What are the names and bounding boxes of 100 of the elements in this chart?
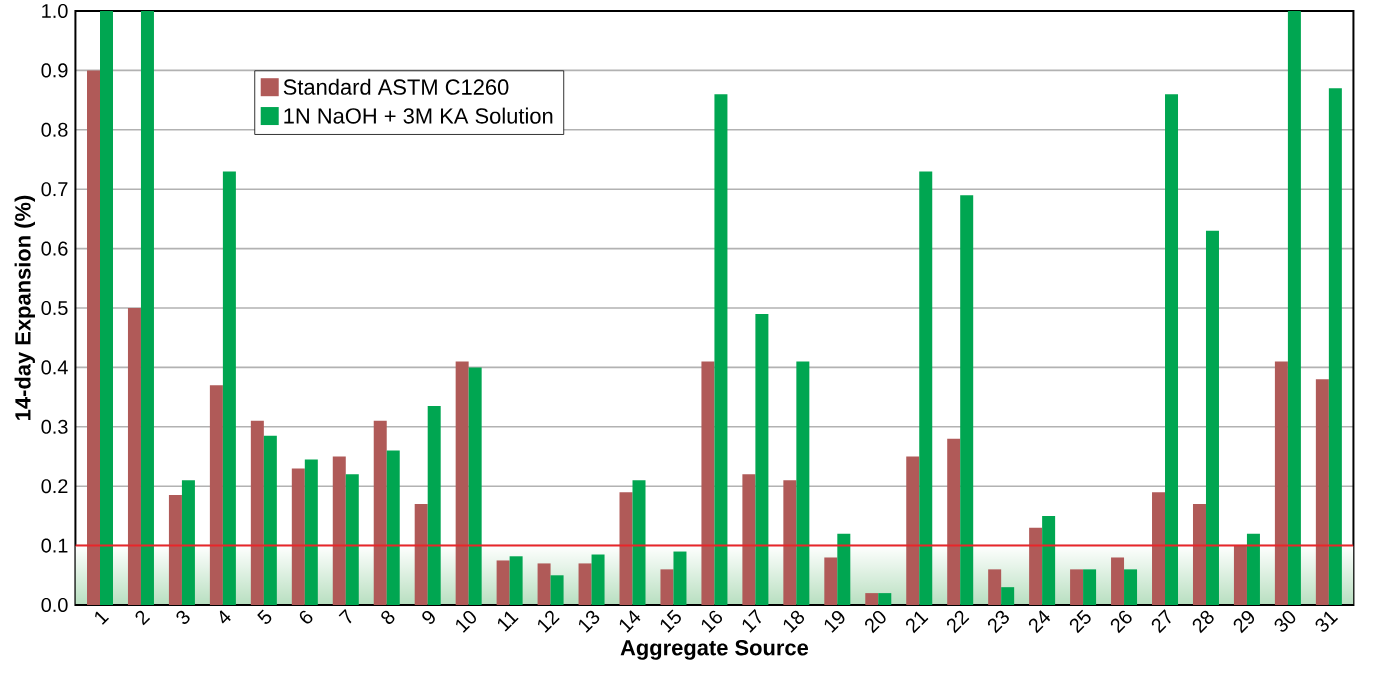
- x-tick-label: 28: [1192, 610, 1214, 634]
- bar: [1315, 379, 1329, 605]
- bar: [947, 438, 961, 605]
- x-tick-label: 4: [219, 610, 231, 624]
- y-tick-label: 0.0: [41, 597, 68, 613]
- x-tick-label: 9: [422, 611, 435, 624]
- x-tick-label: 6: [299, 610, 313, 624]
- x-tick-label: 14: [619, 610, 641, 633]
- y-tick-label: 0.9: [41, 63, 68, 78]
- bar: [1233, 545, 1247, 605]
- x-tick-label: 27: [1151, 609, 1171, 634]
- bar: [837, 533, 851, 605]
- bar: [468, 367, 482, 605]
- x-tick-label: 1: [95, 611, 110, 625]
- bar: [127, 308, 141, 605]
- bar: [537, 563, 551, 605]
- x-tick-label: 26: [1110, 610, 1132, 634]
- y-tick-label: 0.4: [41, 360, 68, 375]
- bar: [1124, 569, 1138, 605]
- bar: [1042, 515, 1056, 605]
- x-tick-label: 23: [987, 610, 1009, 634]
- x-tick-label: 24: [1028, 610, 1051, 634]
- bar: [673, 551, 687, 605]
- bar: [1029, 527, 1043, 605]
- bar: [878, 593, 892, 605]
- bar: [386, 450, 400, 605]
- bar: [332, 456, 346, 605]
- bar: [427, 406, 441, 605]
- bar: [1205, 230, 1219, 605]
- x-tick-label: 30: [1274, 610, 1296, 632]
- bar: [796, 361, 810, 605]
- x-tick-label: 29: [1233, 611, 1255, 634]
- x-tick-label: 16: [701, 610, 723, 633]
- bar: [304, 459, 318, 605]
- legend-label: Standard ASTM C1260: [283, 78, 509, 95]
- bar: [373, 420, 387, 605]
- bar: [619, 492, 633, 605]
- bar: [1070, 569, 1084, 605]
- y-tick-label: 0.1: [41, 538, 68, 553]
- x-axis-title: Aggregate Source: [620, 639, 809, 660]
- bar: [168, 495, 182, 605]
- bar: [209, 385, 223, 605]
- bar: [222, 171, 236, 605]
- y-tick-label: 0.2: [41, 479, 68, 494]
- bar: [742, 474, 756, 605]
- bar: [1001, 587, 1015, 605]
- x-tick-label: 10: [456, 610, 476, 633]
- bar: [755, 313, 769, 605]
- bar: [701, 361, 715, 605]
- bar: [1328, 88, 1342, 605]
- x-tick-label: 12: [537, 610, 560, 633]
- bar: [824, 557, 838, 605]
- x-tick-label: 31: [1315, 611, 1339, 632]
- bar: [1111, 557, 1125, 605]
- x-tick-label: 19: [824, 611, 845, 633]
- x-tick-label: 25: [1069, 609, 1091, 634]
- bar: [509, 556, 523, 605]
- bar: [783, 480, 797, 605]
- x-tick-label: 17: [742, 609, 762, 633]
- bar: [291, 468, 305, 605]
- x-tick-label: 20: [865, 610, 886, 634]
- bar: [632, 480, 646, 605]
- y-tick-label: 0.6: [41, 241, 68, 256]
- y-tick-label: 0.3: [41, 419, 68, 434]
- x-tick-label: 5: [257, 609, 272, 624]
- x-tick-label: 15: [660, 609, 681, 633]
- x-tick-label: 18: [783, 610, 805, 633]
- bar: [1165, 94, 1179, 605]
- y-tick-label: 0.8: [41, 122, 68, 137]
- y-tick-label: 1.0: [42, 3, 68, 19]
- bar: [591, 554, 605, 605]
- bar: [1287, 10, 1301, 605]
- bar: [1274, 361, 1288, 605]
- y-tick-label: 0.5: [41, 300, 68, 316]
- x-tick-label: 7: [338, 609, 352, 624]
- bar: [660, 569, 674, 605]
- bar: [140, 10, 154, 605]
- bar: [550, 575, 564, 605]
- bar: [906, 456, 920, 605]
- legend-label: 1N NaOH + 3M KA Solution: [284, 107, 553, 124]
- bar: [1246, 533, 1260, 605]
- x-tick-label: 21: [905, 611, 929, 634]
- bar: [250, 420, 264, 605]
- bar: [1083, 569, 1097, 605]
- bar: [714, 94, 728, 605]
- bar: [1152, 492, 1166, 605]
- bar: [87, 70, 100, 605]
- bar: [455, 361, 469, 605]
- bar: [181, 480, 195, 605]
- x-tick-label: 3: [176, 610, 190, 624]
- bar: [345, 474, 359, 605]
- bar: [865, 593, 879, 605]
- y-tick-label: 0.7: [41, 182, 68, 197]
- bar: [919, 171, 933, 605]
- x-tick-label: 8: [381, 610, 395, 624]
- bar: [960, 195, 974, 605]
- bar: [1192, 504, 1206, 605]
- x-tick-label: 13: [578, 610, 600, 633]
- bar: [578, 563, 592, 605]
- x-tick-label: 2: [135, 610, 151, 626]
